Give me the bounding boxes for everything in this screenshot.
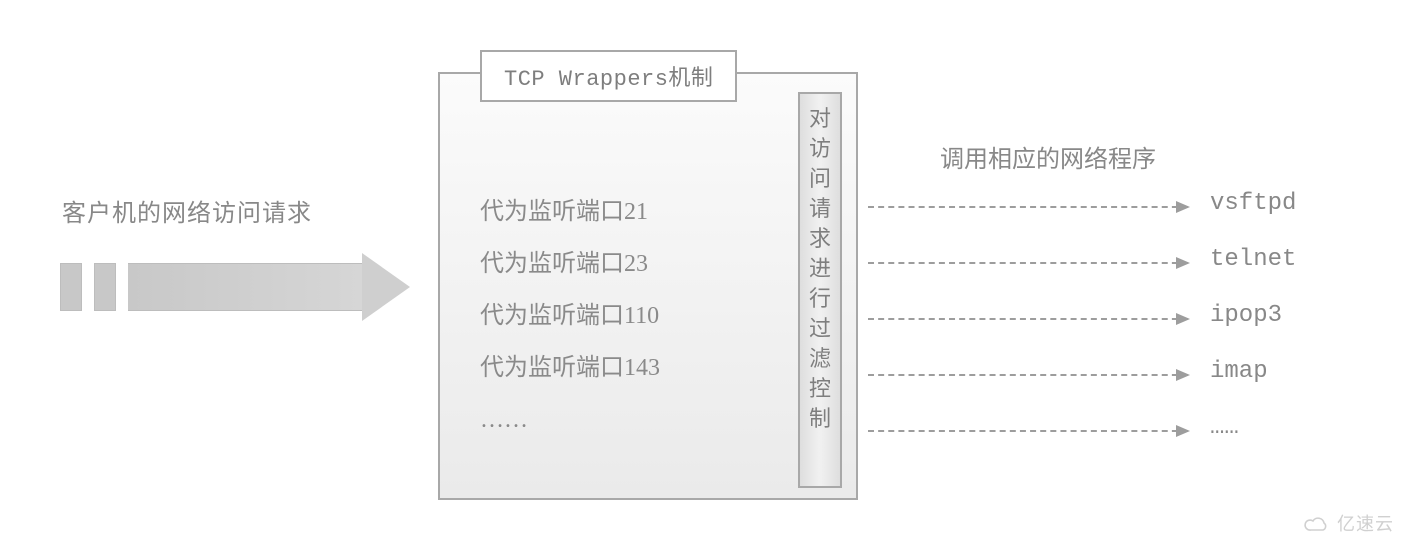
- filter-char: 滤: [800, 344, 840, 374]
- cloud-icon: [1303, 516, 1331, 534]
- tcp-wrappers-box: TCP Wrappers机制 代为监听端口21 代为监听端口23 代为监听端口1…: [438, 72, 858, 500]
- arrow-segment: [60, 263, 82, 311]
- input-arrow: [60, 255, 430, 319]
- watermark-logo: 亿速云: [1303, 510, 1394, 536]
- listen-item: 代为监听端口143: [480, 342, 660, 394]
- filter-char: 制: [800, 404, 840, 434]
- filter-char: 过: [800, 314, 840, 344]
- arrow-segment: [94, 263, 116, 311]
- output-arrow: [868, 318, 1188, 320]
- service-name: imap: [1210, 358, 1268, 385]
- watermark-text: 亿速云: [1337, 514, 1394, 534]
- listen-item: 代为监听端口21: [480, 186, 660, 238]
- diagram-canvas: 客户机的网络访问请求 TCP Wrappers机制 代为监听端口21 代为监听端…: [0, 0, 1412, 544]
- output-arrow: [868, 262, 1188, 264]
- output-arrow: [868, 430, 1188, 432]
- output-arrow: [868, 206, 1188, 208]
- filter-char: 问: [800, 164, 840, 194]
- tcp-wrappers-title: TCP Wrappers机制: [480, 50, 737, 102]
- filter-control-bar: 对 访 问 请 求 进 行 过 滤 控 制: [798, 92, 842, 488]
- listen-item: 代为监听端口23: [480, 238, 660, 290]
- invoke-service-label: 调用相应的网络程序: [940, 139, 1156, 174]
- filter-char: 访: [800, 134, 840, 164]
- filter-char: 请: [800, 194, 840, 224]
- client-request-label: 客户机的网络访问请求: [62, 193, 312, 228]
- service-name: ……: [1210, 414, 1239, 441]
- listen-item: ……: [480, 394, 660, 446]
- arrow-shaft: [128, 263, 363, 311]
- service-name: ipop3: [1210, 302, 1282, 329]
- listen-item: 代为监听端口110: [480, 290, 660, 342]
- filter-char: 求: [800, 224, 840, 254]
- filter-char: 对: [800, 104, 840, 134]
- service-name: telnet: [1210, 246, 1296, 273]
- filter-char: 进: [800, 254, 840, 284]
- service-name: vsftpd: [1210, 190, 1296, 217]
- listen-list: 代为监听端口21 代为监听端口23 代为监听端口110 代为监听端口143 ……: [480, 186, 660, 446]
- filter-char: 行: [800, 284, 840, 314]
- filter-char: 控: [800, 374, 840, 404]
- output-arrow: [868, 374, 1188, 376]
- arrow-head-icon: [362, 253, 410, 321]
